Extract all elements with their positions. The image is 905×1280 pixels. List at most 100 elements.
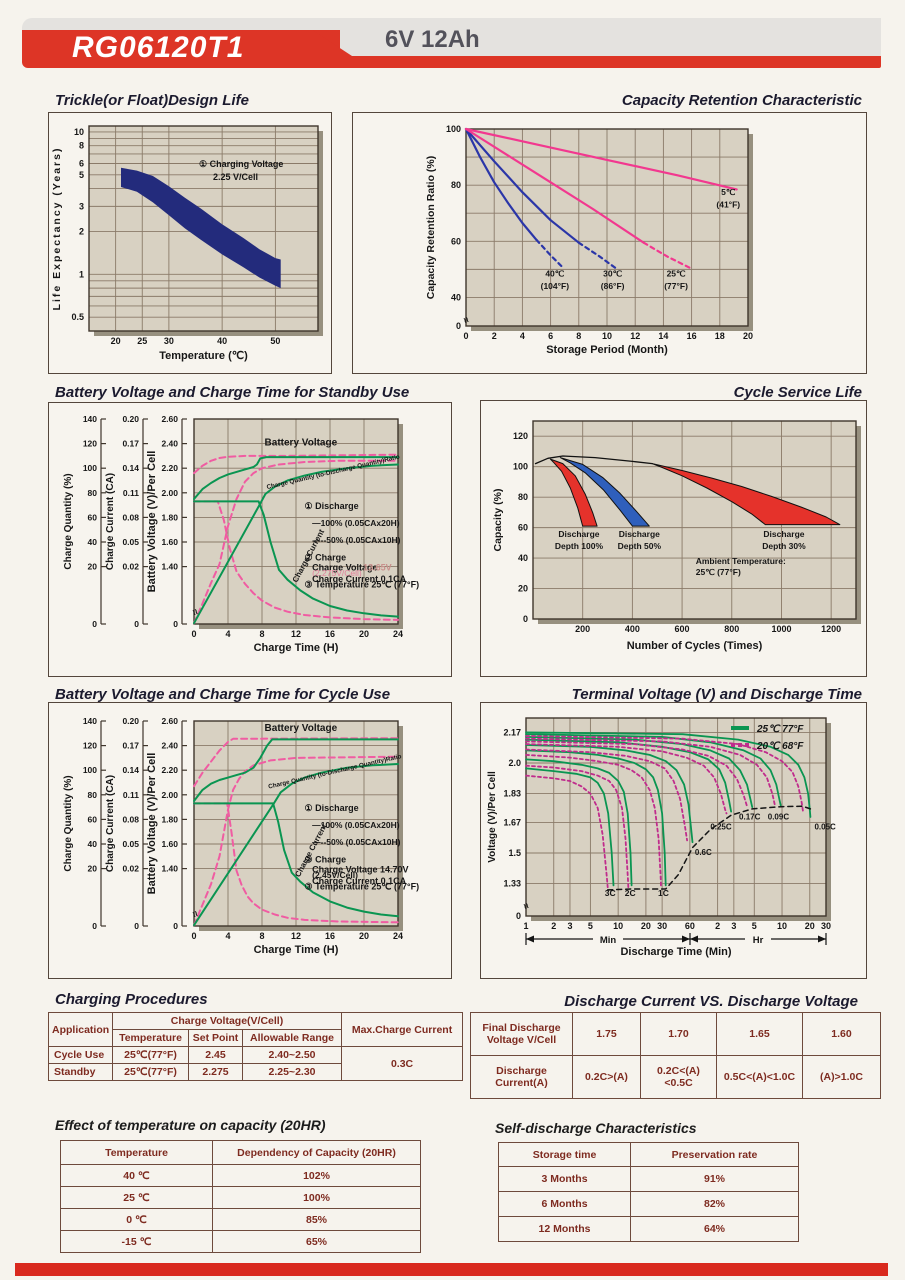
svg-text:0: 0 bbox=[173, 619, 178, 629]
cell-voltage: 1.65 bbox=[716, 1012, 803, 1056]
svg-text:Ambient Temperature:: Ambient Temperature: bbox=[696, 556, 786, 566]
svg-text:1.83: 1.83 bbox=[503, 789, 521, 799]
svg-text:12: 12 bbox=[291, 931, 301, 941]
charging-procedures-table: Application Charge Voltage(V/Cell) Max.C… bbox=[48, 1012, 464, 1081]
col-header-set-point: Set Point bbox=[188, 1029, 243, 1047]
svg-text:0.20: 0.20 bbox=[122, 716, 139, 726]
svg-text:≈: ≈ bbox=[519, 902, 532, 912]
cell-allowable-range: 2.25~2.30 bbox=[241, 1063, 343, 1081]
svg-text:Depth 100%: Depth 100% bbox=[555, 541, 604, 551]
header-gray-band-right bbox=[340, 18, 881, 56]
svg-text:0.17C: 0.17C bbox=[739, 813, 761, 822]
svg-text:80: 80 bbox=[451, 180, 461, 190]
svg-text:0.05: 0.05 bbox=[122, 839, 139, 849]
svg-text:20: 20 bbox=[518, 584, 528, 594]
svg-text:(104°F): (104°F) bbox=[541, 281, 570, 291]
col-header-max-charge-current: Max.Charge Current bbox=[341, 1012, 464, 1047]
svg-text:2: 2 bbox=[492, 331, 497, 341]
svg-text:0: 0 bbox=[134, 921, 139, 931]
row-label-final-discharge-voltage: Final Discharge Voltage V/Cell bbox=[470, 1012, 573, 1056]
svg-text:8: 8 bbox=[259, 931, 264, 941]
svg-text:1: 1 bbox=[79, 269, 84, 279]
svg-text:—100% (0.05CAx20H): —100% (0.05CAx20H) bbox=[312, 820, 400, 830]
svg-text:5: 5 bbox=[79, 170, 84, 180]
table-title-temp-capacity: Effect of temperature on capacity (20HR) bbox=[55, 1117, 326, 1133]
svg-text:Hr: Hr bbox=[753, 935, 764, 946]
svg-text:Storage Period (Month): Storage Period (Month) bbox=[546, 344, 668, 356]
svg-text:2.0: 2.0 bbox=[508, 758, 521, 768]
svg-text:Discharge: Discharge bbox=[619, 529, 660, 539]
svg-text:18: 18 bbox=[715, 331, 725, 341]
svg-text:80: 80 bbox=[88, 488, 98, 498]
svg-text:10: 10 bbox=[74, 127, 84, 137]
col-header-preservation-rate: Preservation rate bbox=[630, 1142, 799, 1167]
discharge-table: Final Discharge Voltage V/Cell 1.75 1.70… bbox=[470, 1012, 881, 1099]
svg-text:25℃: 25℃ bbox=[667, 268, 686, 278]
svg-text:2: 2 bbox=[79, 226, 84, 236]
svg-text:Charge Voltage: Charge Voltage bbox=[312, 562, 377, 572]
svg-text:Charge Voltage 14.70V: Charge Voltage 14.70V bbox=[312, 864, 408, 874]
cell-voltage: 1.75 bbox=[572, 1012, 641, 1056]
chart-cycle-service-life: 200 400 600 800 1000 1200 0 20 40 60 80 100 120 Disch… bbox=[480, 400, 867, 677]
svg-text:0: 0 bbox=[191, 931, 196, 941]
svg-text:0.17: 0.17 bbox=[122, 439, 139, 449]
svg-text:24: 24 bbox=[393, 931, 403, 941]
svg-text:60: 60 bbox=[451, 236, 461, 246]
cell-set-point: 2.275 bbox=[188, 1063, 243, 1081]
svg-text:0: 0 bbox=[173, 921, 178, 931]
cell-temp: 25 ℃ bbox=[60, 1186, 213, 1209]
svg-text:Depth 50%: Depth 50% bbox=[618, 541, 662, 551]
svg-text:40: 40 bbox=[451, 292, 461, 302]
table-row: Cycle Use 25℃(77°F) 2.45 2.40~2.50 0.3C bbox=[48, 1046, 464, 1081]
svg-text:140: 140 bbox=[83, 716, 97, 726]
chart-title-standby-charge: Battery Voltage and Charge Time for Stan… bbox=[55, 384, 410, 401]
cell-allowable-range: 2.40~2.50 bbox=[241, 1046, 343, 1064]
svg-text:20℃ 68°F: 20℃ 68°F bbox=[756, 741, 804, 752]
svg-text:30: 30 bbox=[821, 921, 831, 931]
row-label-discharge-current: Discharge Current(A) bbox=[470, 1055, 573, 1099]
table-row: 0 ℃ 85% bbox=[60, 1208, 421, 1231]
svg-text:0.25C: 0.25C bbox=[710, 823, 732, 832]
svg-text:Depth 30%: Depth 30% bbox=[762, 541, 806, 551]
temp-capacity-table: Temperature Dependency of Capacity (20HR… bbox=[60, 1140, 421, 1253]
svg-text:100: 100 bbox=[513, 462, 528, 472]
svg-text:0.20: 0.20 bbox=[122, 414, 139, 424]
cell-storage-time: 3 Months bbox=[498, 1166, 631, 1192]
svg-text:0: 0 bbox=[191, 629, 196, 639]
svg-text:1.40: 1.40 bbox=[161, 864, 178, 874]
cell-capacity: 65% bbox=[212, 1230, 421, 1253]
svg-text:40: 40 bbox=[88, 839, 98, 849]
svg-text:① Discharge: ① Discharge bbox=[305, 501, 359, 511]
svg-text:600: 600 bbox=[675, 624, 690, 634]
svg-text:② Charge: ② Charge bbox=[305, 854, 347, 864]
svg-text:—--50% (0.05CAx10H): —--50% (0.05CAx10H) bbox=[312, 837, 401, 847]
table-row: Final Discharge Voltage V/Cell 1.75 1.70… bbox=[470, 1012, 881, 1056]
svg-text:0.11: 0.11 bbox=[123, 790, 139, 800]
svg-text:0.17: 0.17 bbox=[122, 741, 139, 751]
svg-text:2.40: 2.40 bbox=[161, 439, 178, 449]
svg-text:Charge Time (H): Charge Time (H) bbox=[254, 642, 339, 654]
svg-text:20: 20 bbox=[641, 921, 651, 931]
svg-text:2.20: 2.20 bbox=[161, 765, 178, 775]
svg-text:① Discharge: ① Discharge bbox=[305, 803, 359, 813]
svg-text:5℃: 5℃ bbox=[721, 187, 736, 197]
chart-title-terminal-voltage: Terminal Voltage (V) and Discharge Time bbox=[571, 686, 862, 703]
svg-text:Battery Voltage (V)/Per Cell: Battery Voltage (V)/Per Cell bbox=[146, 753, 158, 895]
svg-text:Life Expectancy (Years): Life Expectancy (Years) bbox=[51, 147, 63, 311]
svg-text:25℃ 77°F: 25℃ 77°F bbox=[756, 724, 804, 735]
svg-text:0: 0 bbox=[456, 321, 461, 331]
col-header-storage-time: Storage time bbox=[498, 1142, 631, 1167]
table-title-charging-procedures: Charging Procedures bbox=[55, 991, 208, 1008]
svg-text:Charge Current (CA): Charge Current (CA) bbox=[105, 775, 116, 872]
svg-text:1.80: 1.80 bbox=[161, 814, 178, 824]
svg-text:13.65V: 13.65V bbox=[363, 562, 392, 572]
battery-spec: 6V 12Ah bbox=[385, 26, 480, 53]
self-discharge-table: Storage time Preservation rate 3 Months … bbox=[498, 1142, 799, 1242]
footer-red-bar bbox=[15, 1263, 888, 1276]
svg-text:1.60: 1.60 bbox=[161, 839, 178, 849]
col-header-charge-voltage: Charge Voltage(V/Cell) bbox=[111, 1012, 343, 1030]
svg-text:Capacity Retention Ratio (%): Capacity Retention Ratio (%) bbox=[425, 156, 437, 300]
svg-text:1.67: 1.67 bbox=[503, 817, 521, 827]
svg-text:0: 0 bbox=[523, 614, 528, 624]
